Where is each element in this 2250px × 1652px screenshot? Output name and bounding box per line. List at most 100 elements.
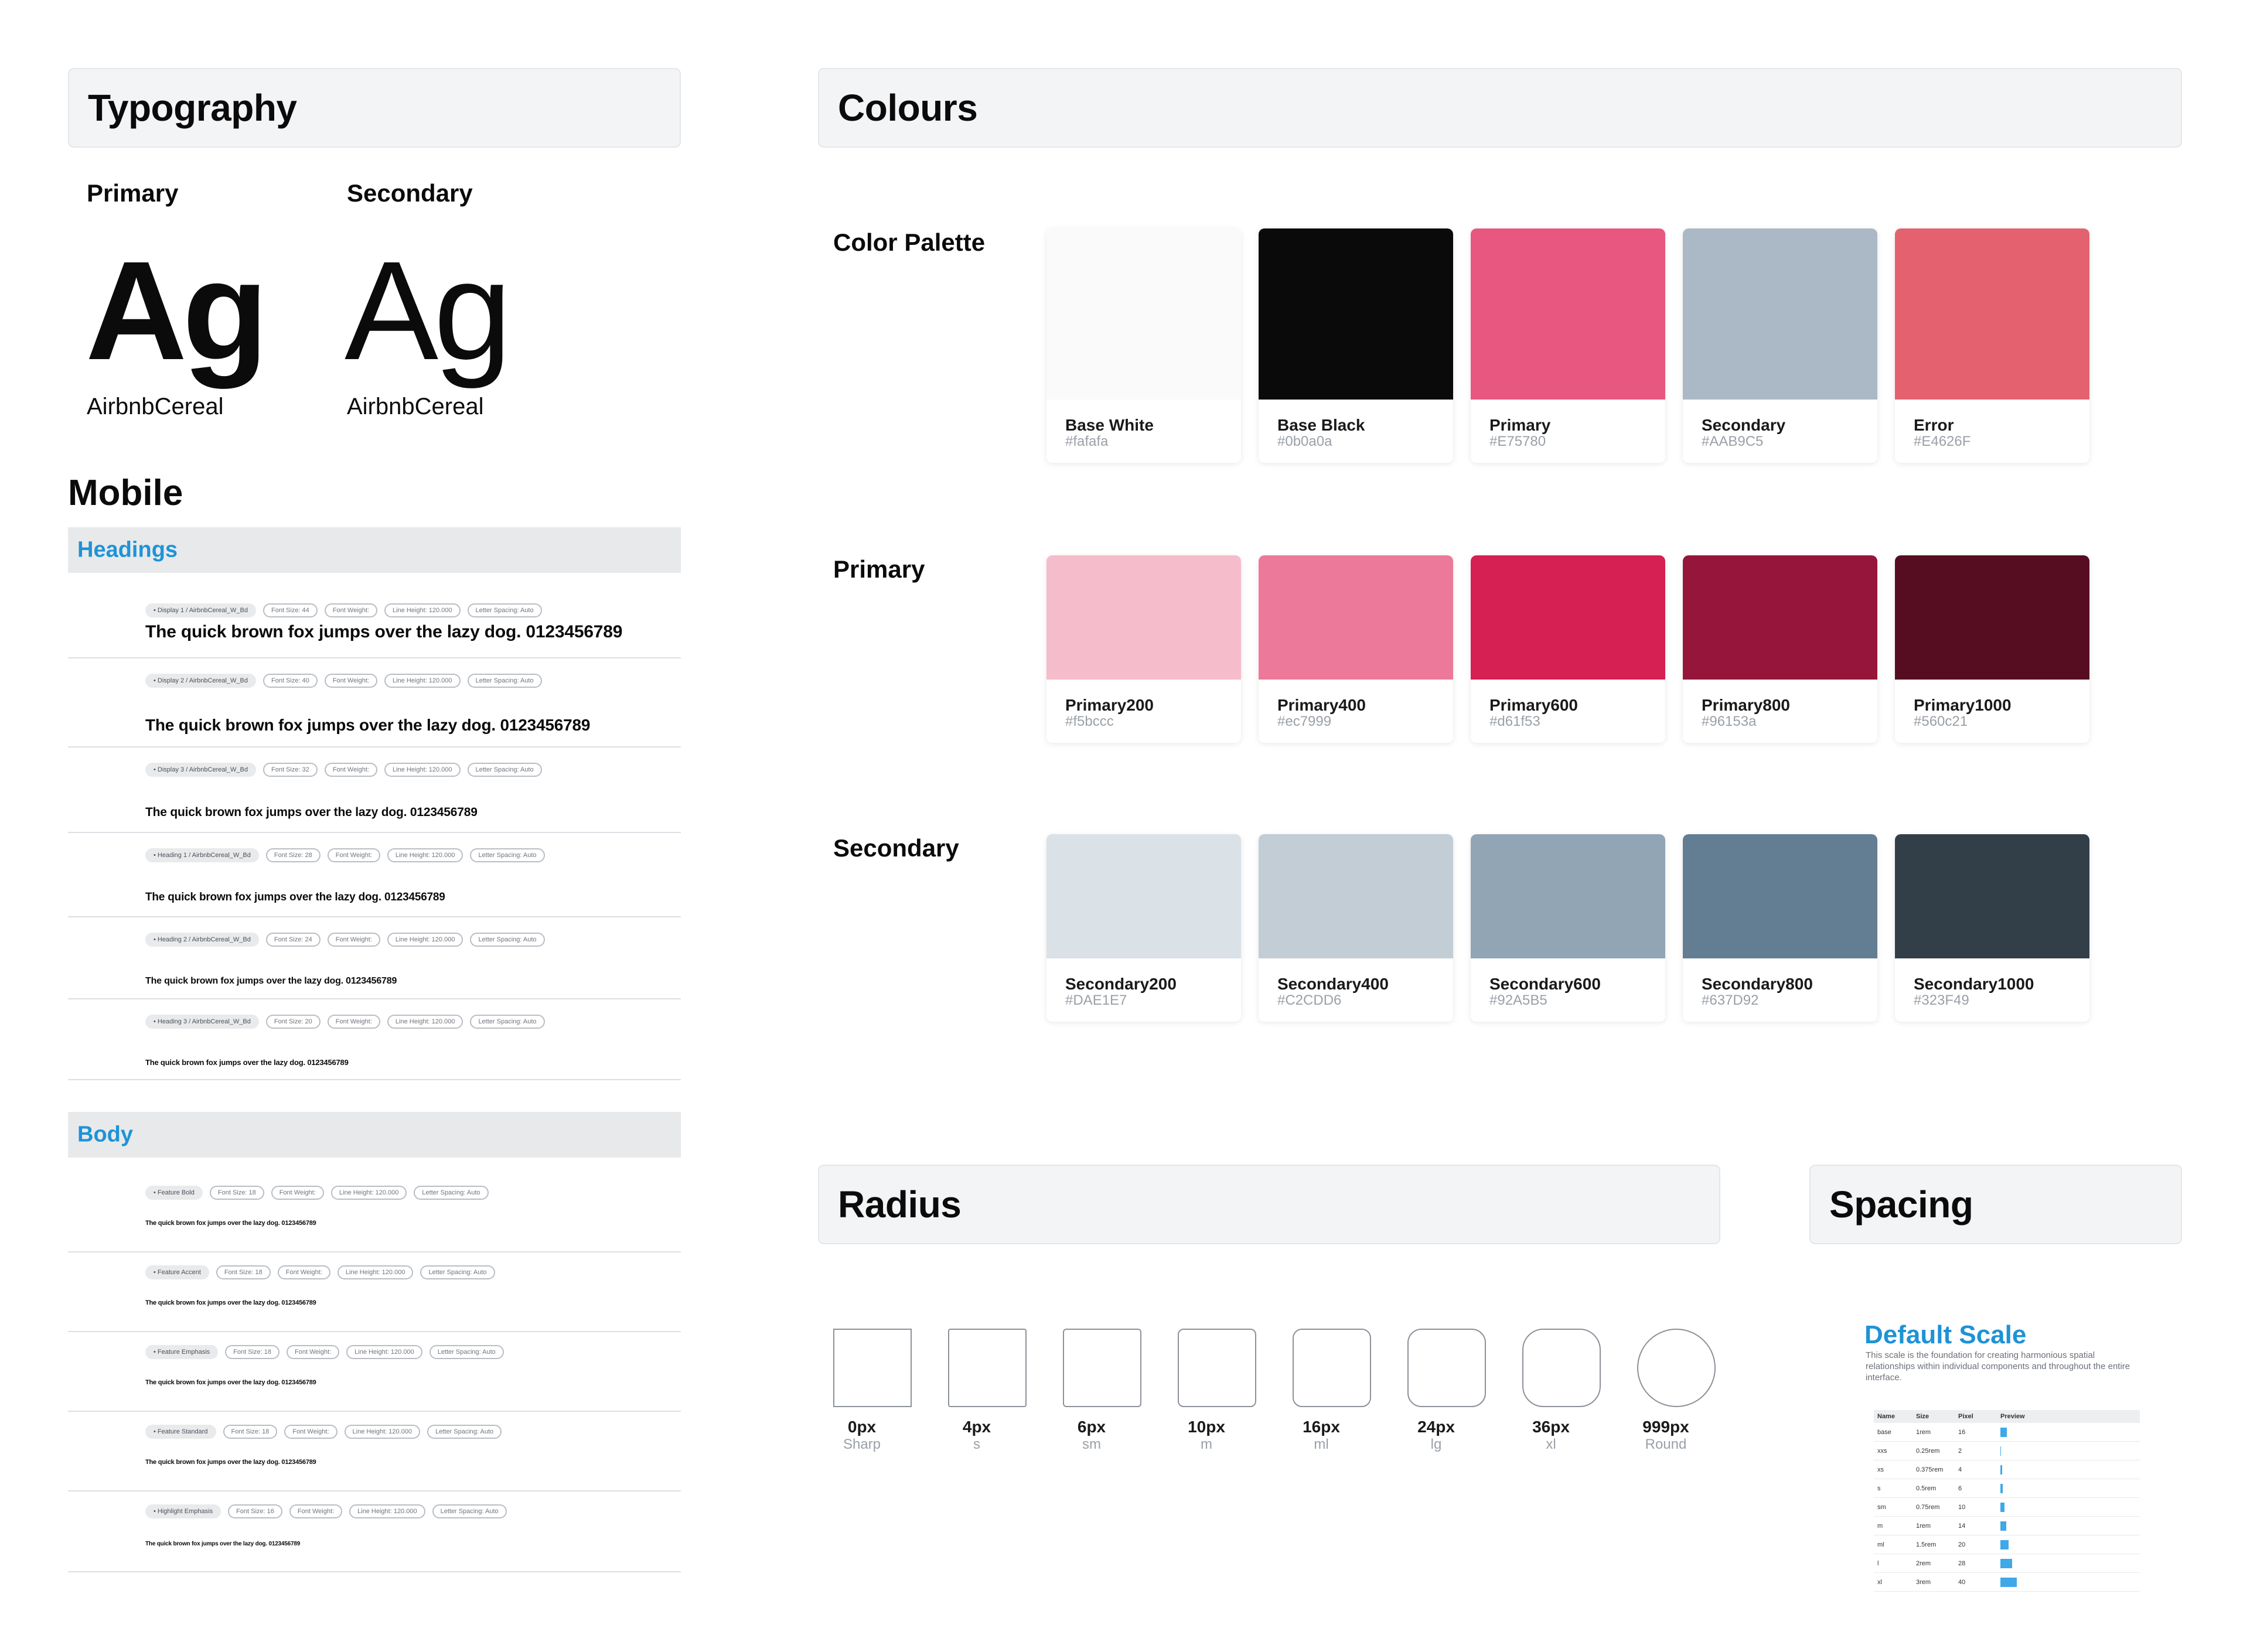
spec-tag: • Display 1 / AirbnbCereal_W_Bd [145,603,256,617]
spacing-preview [2000,1540,2140,1549]
radius-value: 0px [847,1418,877,1436]
spacing-preview [2000,1577,2140,1587]
color-hex: #E4626F [1914,434,1971,449]
spec-tag: Font Weight: [327,1015,380,1029]
heading-spec-row: • Heading 3 / AirbnbCereal_W_Bd Font Size… [68,999,681,1080]
radius-name: sm [1082,1436,1101,1452]
spacing-pixel: 28 [1958,1559,1966,1567]
spacing-name: m [1877,1522,1883,1530]
radius-name: Round [1645,1436,1687,1452]
radius-title: Radius [838,1183,962,1226]
color-swatch-card[interactable]: Secondary1000 #323F49 [1895,834,2089,1022]
spacing-size: 0.5rem [1916,1484,1937,1492]
color-swatch-card[interactable]: Error #E4626F [1895,228,2089,463]
spacing-size: 1.5rem [1916,1541,1937,1548]
color-swatch-card[interactable]: Primary600 #d61f53 [1471,555,1665,743]
spacing-name: s [1877,1484,1881,1492]
spacing-preview-bar [2000,1502,2004,1512]
color-name: Primary800 [1702,696,1791,714]
spacing-size: 3rem [1916,1578,1931,1586]
spec-tags: • Feature Standard Font Size: 18 Font Weig… [145,1425,502,1439]
spacing-preview [2000,1521,2140,1531]
color-swatch [1895,834,2089,958]
spacing-size: 2rem [1916,1559,1931,1567]
spec-tag: Font Size: 40 [262,674,318,688]
color-swatch-card[interactable]: Secondary800 #637D92 [1683,834,1877,1022]
spacing-pixel: 6 [1958,1484,1962,1492]
spacing-preview-bar [2000,1521,2006,1531]
spacing-preview [2000,1465,2140,1474]
color-name: Primary600 [1489,696,1579,714]
color-swatch-card[interactable]: Secondary600 #92A5B5 [1471,834,1665,1022]
heading-spec-row: • Display 1 / AirbnbCereal_W_Bd Font Size… [68,588,681,658]
spacing-header: Spacing [1809,1165,2182,1244]
spec-tags: • Heading 2 / AirbnbCereal_W_Bd Font Size… [145,933,545,947]
color-swatch [1471,555,1665,680]
spacing-table: Name Size Pixel Preview base 1rem 16 xxs 0.2… [1874,1410,2140,1592]
color-swatch-card[interactable]: Base White #fafafa [1046,228,1241,463]
palette-row-label: Color Palette [833,228,986,256]
spec-tag: • Heading 3 / AirbnbCereal_W_Bd [145,1015,259,1029]
spacing-preview [2000,1483,2140,1493]
spacing-pixel: 2 [1958,1447,1962,1455]
spacing-table-header: Name Size Pixel Preview [1874,1410,2140,1423]
spec-tag: • Heading 1 / AirbnbCereal_W_Bd [145,848,259,862]
spacing-title: Spacing [1829,1183,1973,1226]
color-name: Base White [1065,416,1154,434]
primary-font-sample: Ag [86,232,268,389]
heading-sample-text: The quick brown fox jumps over the lazy … [145,975,397,986]
typography-header: Typography [68,68,681,148]
heading-sample-text: The quick brown fox jumps over the lazy … [145,715,591,734]
color-name: Base Black [1277,416,1365,434]
palette-row-label: Primary [833,555,925,583]
spec-tag: • Highlight Emphasis [145,1504,221,1518]
mobile-title: Mobile [68,473,183,513]
body-spec-row: • Feature Bold Font Size: 18 Font Weight: L… [68,1173,681,1252]
body-group-title: Body [77,1122,133,1147]
spec-tag: • Heading 2 / AirbnbCereal_W_Bd [145,933,259,947]
radius-preview-box [1637,1329,1716,1407]
spacing-table-row: s 0.5rem 6 [1874,1479,2140,1498]
spacing-table-row: base 1rem 16 [1874,1423,2140,1442]
color-swatch [1683,555,1877,680]
spec-tag: Font Weight: [289,1504,343,1518]
spec-tag: Letter Spacing: Auto [427,1425,502,1439]
color-swatch-card[interactable]: Primary #E75780 [1471,228,1665,463]
spacing-preview-bar [2000,1427,2007,1437]
color-name: Primary [1489,416,1551,434]
spec-tag: Letter Spacing: Auto [467,603,542,617]
spacing-name: sm [1877,1503,1886,1511]
headings-group-title: Headings [77,537,178,562]
color-swatch-card[interactable]: Primary400 #ec7999 [1259,555,1453,743]
spec-tag: Letter Spacing: Auto [470,1015,545,1029]
color-swatch [1683,228,1877,400]
radius-preview-box [833,1329,912,1407]
color-swatch-card[interactable]: Primary1000 #560c21 [1895,555,2089,743]
spec-tags: • Display 2 / AirbnbCereal_W_Bd Font Size… [145,674,542,688]
color-swatch-card[interactable]: Secondary200 #DAE1E7 [1046,834,1241,1022]
radius-preview-box [1063,1329,1141,1407]
color-swatch-card[interactable]: Secondary400 #C2CDD6 [1259,834,1453,1022]
spacing-table-row: xs 0.375rem 4 [1874,1460,2140,1479]
color-swatch-card[interactable]: Primary800 #96153a [1683,555,1877,743]
secondary-font-name: AirbnbCereal [347,394,484,419]
spec-tag: Line Height: 120.000 [384,674,461,688]
color-swatch-card[interactable]: Base Black #0b0a0a [1259,228,1453,463]
spacing-pixel: 10 [1958,1503,1966,1511]
body-group-header: Body [68,1112,681,1158]
radius-value: 999px [1642,1418,1689,1436]
spec-tag: Letter Spacing: Auto [429,1345,504,1359]
spacing-name: base [1877,1428,1891,1436]
primary-font-label: Primary [87,179,179,207]
spec-tag: Letter Spacing: Auto [467,674,542,688]
spacing-name: xl [1877,1578,1882,1586]
color-swatch [1259,834,1453,958]
color-swatch-card[interactable]: Secondary #AAB9C5 [1683,228,1877,463]
spec-tag: Font Weight: [324,763,377,777]
spec-tags: • Heading 1 / AirbnbCereal_W_Bd Font Size… [145,848,545,862]
color-name: Secondary200 [1065,975,1177,993]
color-swatch-card[interactable]: Primary200 #f5bccc [1046,555,1241,743]
spec-tag: Letter Spacing: Auto [432,1504,507,1518]
spacing-pixel: 20 [1958,1541,1966,1548]
col-pixel-header: Pixel [1958,1413,1973,1420]
